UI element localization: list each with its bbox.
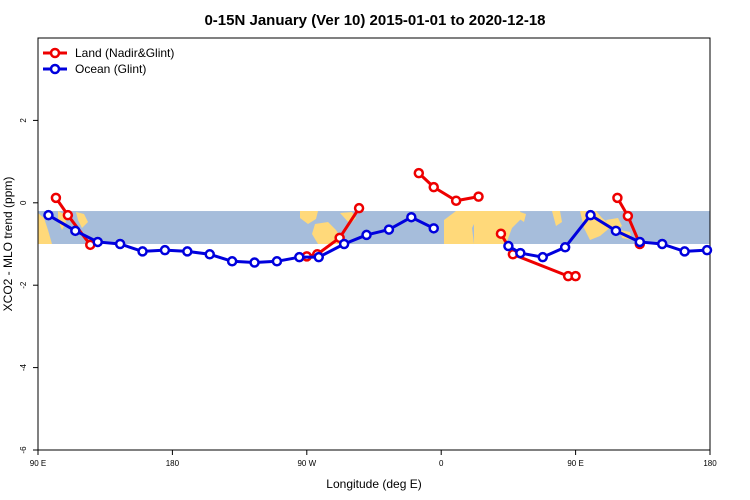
- series-line: [507, 213, 708, 259]
- data-point: [159, 244, 171, 256]
- data-point: [622, 210, 634, 222]
- data-point: [361, 229, 372, 241]
- data-point: [428, 181, 439, 193]
- data-point: [495, 228, 507, 239]
- land-shape: [76, 212, 88, 228]
- x-axis-label: Longitude (deg E): [326, 477, 421, 491]
- data-point: [612, 192, 623, 204]
- data-point: [503, 240, 514, 252]
- x-tick-label: 90 E: [30, 459, 46, 468]
- land-shape: [518, 212, 526, 222]
- x-tick-label: 90 E: [567, 459, 583, 468]
- data-point: [313, 251, 324, 263]
- x-tick-label: 180: [703, 459, 717, 468]
- y-axis: -6 -4 -2 0 2: [19, 118, 38, 454]
- y-axis-label: XCO2 - MLO trend (ppm): [1, 177, 15, 312]
- legend-swatch-marker: [49, 47, 61, 59]
- data-point: [338, 238, 350, 250]
- y-tick-label: 2: [19, 118, 28, 123]
- data-point: [62, 209, 74, 221]
- y-tick-label: -4: [19, 363, 28, 371]
- data-point: [450, 195, 462, 206]
- legend-swatch-marker: [49, 63, 61, 75]
- x-tick-label: 0: [439, 459, 444, 468]
- land-shape: [38, 213, 52, 244]
- data-point: [43, 209, 54, 221]
- data-point: [428, 223, 439, 234]
- data-point: [413, 167, 425, 179]
- data-point: [92, 236, 103, 248]
- data-point: [610, 225, 622, 237]
- data-point: [585, 209, 596, 221]
- land-shape: [474, 211, 522, 244]
- data-point: [50, 192, 62, 204]
- y-tick-label: -2: [19, 281, 28, 289]
- data-point: [182, 246, 193, 257]
- y-tick-label: 0: [19, 200, 28, 205]
- y-tick-label: -6: [19, 446, 28, 454]
- series-line: [306, 207, 361, 258]
- land-shape: [300, 211, 318, 224]
- data-point: [70, 225, 81, 237]
- series-line: [417, 172, 479, 203]
- data-point: [570, 270, 581, 282]
- data-point: [353, 202, 365, 214]
- series-ocean: [43, 209, 713, 268]
- x-tick-label: 90 W: [297, 459, 316, 468]
- data-point: [204, 249, 215, 260]
- series: [43, 167, 713, 282]
- legend-label: Ocean (Glint): [75, 62, 146, 76]
- land-shape: [606, 218, 622, 232]
- data-point: [656, 238, 668, 250]
- plot-frame: [37, 37, 711, 451]
- legend: Land (Nadir&Glint) Ocean (Glint): [43, 46, 174, 76]
- data-point: [271, 256, 283, 267]
- data-point: [515, 247, 526, 259]
- data-point: [406, 211, 417, 223]
- land-shape: [444, 211, 488, 244]
- land-shape: [552, 211, 562, 226]
- data-point: [537, 251, 548, 263]
- data-point: [114, 238, 126, 250]
- data-point: [249, 257, 260, 268]
- data-point: [294, 251, 305, 263]
- data-point: [634, 236, 646, 248]
- data-point: [701, 244, 713, 256]
- data-point: [679, 246, 690, 257]
- data-point: [137, 246, 148, 257]
- chart-title: 0-15N January (Ver 10) 2015-01-01 to 202…: [204, 12, 545, 29]
- data-point: [226, 256, 238, 267]
- x-tick-label: 180: [166, 459, 180, 468]
- data-point: [559, 242, 571, 253]
- legend-label: Land (Nadir&Glint): [75, 46, 174, 60]
- data-point: [473, 191, 484, 202]
- x-axis: 90 E 180 90 W 0 90 E 180: [30, 450, 717, 468]
- data-point: [383, 224, 395, 235]
